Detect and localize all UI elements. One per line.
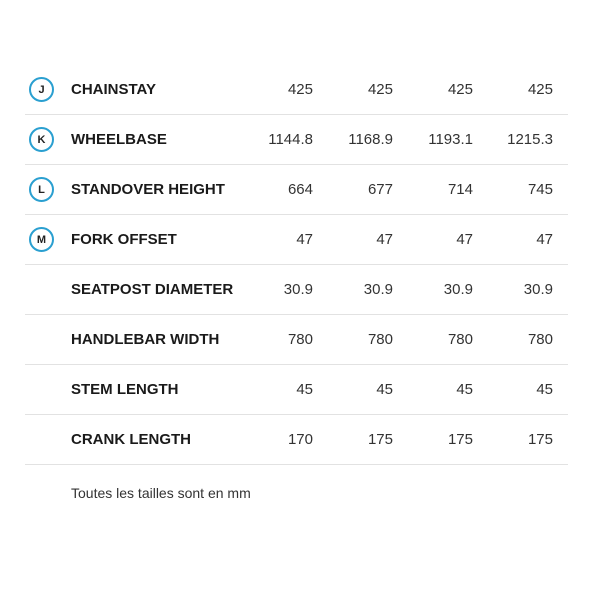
size-value: 30.9 — [283, 281, 313, 298]
size-value: 175 — [527, 431, 553, 448]
size-value: 175 — [447, 431, 473, 448]
table-row: L STANDOVER HEIGHT 664 677 714 745 — [25, 165, 568, 215]
table-row: HANDLEBAR WIDTH 780 780 780 780 — [25, 315, 568, 365]
table-row: M FORK OFFSET 47 47 47 47 — [25, 215, 568, 265]
letter-badge-icon: K — [29, 127, 54, 152]
size-value: 30.9 — [523, 281, 553, 298]
letter-badge-icon: M — [29, 227, 54, 252]
table-row: CRANK LENGTH 170 175 175 175 — [25, 415, 568, 465]
size-value: 780 — [527, 331, 553, 348]
size-value: 745 — [527, 181, 553, 198]
size-value: 45 — [376, 381, 393, 398]
size-value: 45 — [536, 381, 553, 398]
size-value: 780 — [367, 331, 393, 348]
table-row: K WHEELBASE 1144.8 1168.9 1193.1 1215.3 — [25, 115, 568, 165]
size-value: 664 — [287, 181, 313, 198]
row-label: STANDOVER HEIGHT — [71, 181, 225, 198]
size-value: 425 — [287, 81, 313, 98]
size-value: 170 — [287, 431, 313, 448]
row-label: STEM LENGTH — [71, 381, 179, 398]
row-label: WHEELBASE — [71, 131, 167, 148]
letter-badge-icon: L — [29, 177, 54, 202]
table-row: SEATPOST DIAMETER 30.9 30.9 30.9 30.9 — [25, 265, 568, 315]
size-value: 47 — [456, 231, 473, 248]
size-value: 1168.9 — [348, 131, 393, 148]
table-row: STEM LENGTH 45 45 45 45 — [25, 365, 568, 415]
size-value: 1144.8 — [268, 131, 313, 148]
row-label: SEATPOST DIAMETER — [71, 281, 234, 298]
size-value: 1193.1 — [428, 131, 473, 148]
size-value: 47 — [296, 231, 313, 248]
size-value: 677 — [367, 181, 393, 198]
size-value: 175 — [367, 431, 393, 448]
size-value: 45 — [296, 381, 313, 398]
row-label: CHAINSTAY — [71, 81, 157, 98]
row-label: CRANK LENGTH — [71, 431, 191, 448]
row-label: FORK OFFSET — [71, 231, 177, 248]
units-note: Toutes les tailles sont en mm — [71, 485, 251, 501]
size-value: 425 — [527, 81, 553, 98]
size-value: 47 — [536, 231, 553, 248]
size-value: 30.9 — [443, 281, 473, 298]
size-value: 1215.3 — [507, 131, 553, 148]
table-row: J CHAINSTAY 425 425 425 425 — [25, 65, 568, 115]
size-value: 425 — [367, 81, 393, 98]
size-value: 30.9 — [363, 281, 393, 298]
letter-badge-icon: J — [29, 77, 54, 102]
size-value: 714 — [447, 181, 473, 198]
size-value: 780 — [447, 331, 473, 348]
size-value: 47 — [376, 231, 393, 248]
size-value: 425 — [447, 81, 473, 98]
row-label: HANDLEBAR WIDTH — [71, 331, 220, 348]
geometry-table: J CHAINSTAY 425 425 425 425 K WHEELBASE 1144.8 11… — [25, 65, 568, 465]
size-value: 780 — [287, 331, 313, 348]
size-value: 45 — [456, 381, 473, 398]
